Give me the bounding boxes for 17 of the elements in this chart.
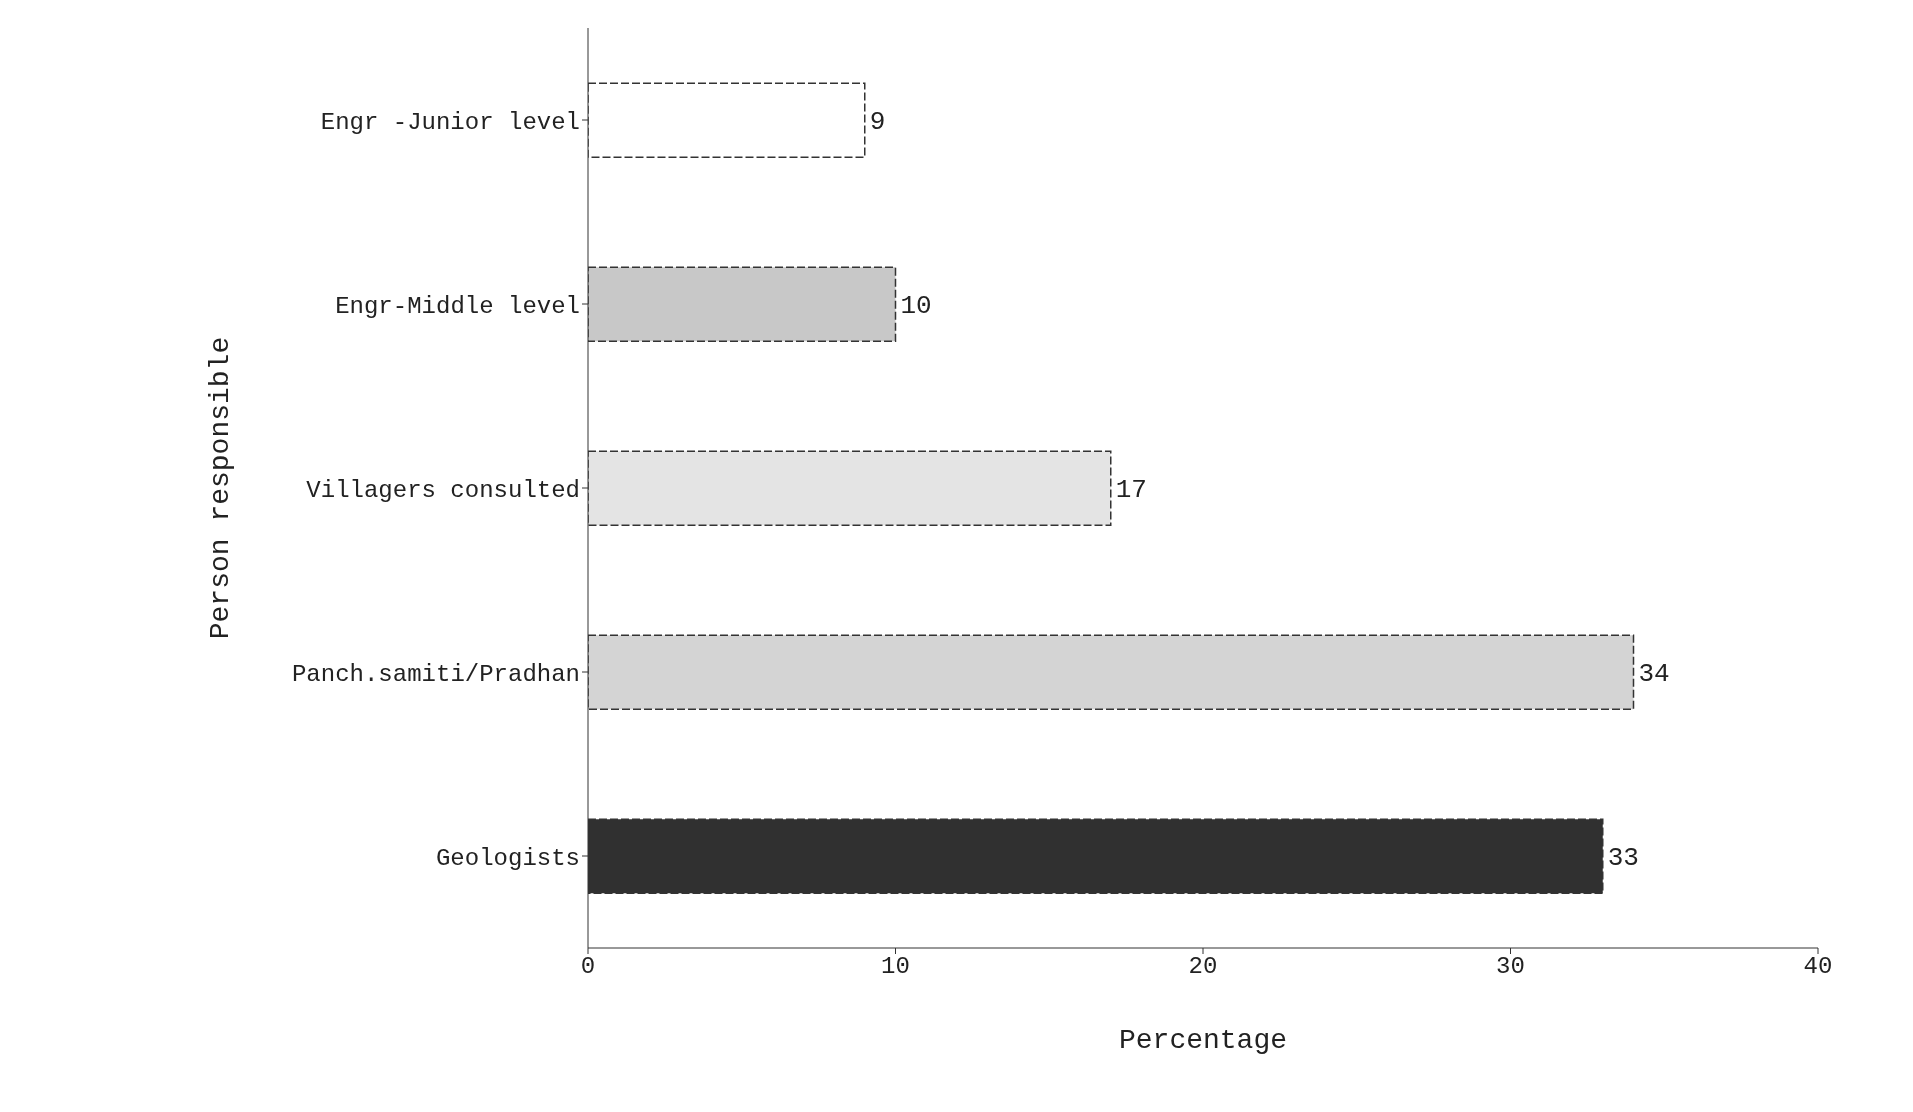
x-tick-label: 30 [1496,953,1525,981]
x-tick-label: 20 [1188,953,1218,981]
x-axis-title: Percentage [1118,1025,1288,1056]
x-tick-label: 0 [580,953,596,981]
y-tick-label: Panch.samiti/Pradhan [291,660,580,688]
x-tick-label: 10 [881,953,910,981]
y-axis-title: Person responsible [204,336,236,640]
y-tick-label: Geologists [435,844,580,872]
y-tick-label: Villagers consulted [306,476,580,504]
data-label: 33 [1607,843,1639,874]
data-label: 34 [1638,659,1670,690]
y-tick-label: Engr -Junior level [320,108,580,136]
data-label: 17 [1115,475,1147,506]
x-tick-label: 40 [1803,953,1833,981]
y-tick-label: Engr-Middle level [335,292,580,320]
data-label: 9 [869,107,886,138]
data-label: 10 [900,291,932,322]
